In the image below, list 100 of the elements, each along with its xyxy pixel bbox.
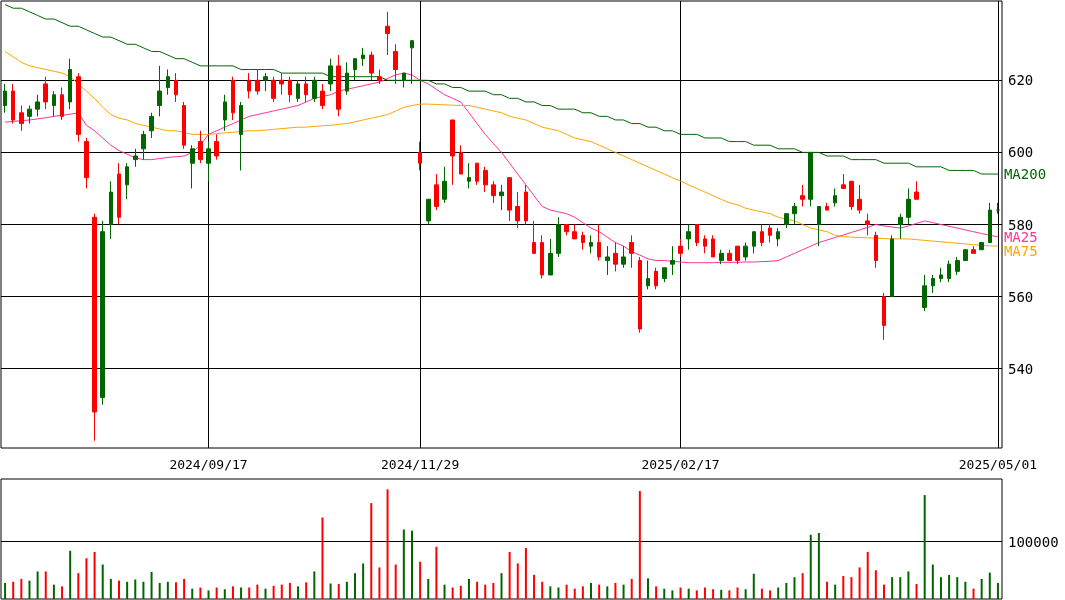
line-series <box>4 72 999 264</box>
candlestick <box>60 87 64 121</box>
bar <box>598 584 601 599</box>
candlestick <box>467 162 471 189</box>
bar <box>4 582 7 599</box>
bar <box>972 588 975 599</box>
bar <box>36 571 39 599</box>
candlestick <box>117 162 121 225</box>
candlestick <box>92 213 97 442</box>
candlestick <box>735 245 740 265</box>
bar <box>142 581 145 599</box>
bar <box>777 587 780 599</box>
bar <box>630 578 633 599</box>
candlestick <box>402 72 406 89</box>
bar <box>655 586 658 599</box>
bar <box>760 588 763 599</box>
candlestick <box>532 220 536 254</box>
candlestick <box>963 249 968 262</box>
bar <box>744 589 747 599</box>
candlestick <box>638 256 642 334</box>
bar <box>394 564 397 599</box>
bar <box>223 589 226 599</box>
candlestick <box>947 260 951 283</box>
candlestick <box>182 101 186 150</box>
candlestick <box>434 173 439 211</box>
bar <box>370 503 373 599</box>
candlestick <box>271 76 276 103</box>
candlestick <box>776 227 780 247</box>
candlestick <box>556 216 561 258</box>
bar <box>858 567 861 599</box>
bar <box>85 558 88 599</box>
candlestick <box>857 184 862 215</box>
bar <box>769 590 772 599</box>
candlestick <box>475 162 479 186</box>
candlestick <box>800 184 805 207</box>
candlestick <box>849 180 854 211</box>
bar <box>923 495 926 599</box>
bar <box>948 574 951 599</box>
bar <box>980 578 983 599</box>
candlestick <box>296 79 300 103</box>
candlestick <box>768 224 772 244</box>
candlestick <box>426 198 431 225</box>
candlestick <box>597 224 601 262</box>
bar <box>313 571 316 599</box>
bar <box>646 578 649 599</box>
bar <box>459 585 462 599</box>
bar <box>606 586 609 599</box>
candlestick <box>524 184 528 225</box>
candlestick <box>670 245 675 276</box>
candlestick <box>19 105 24 132</box>
candlestick <box>727 249 732 262</box>
candlestick <box>686 224 691 251</box>
bar <box>484 584 487 599</box>
candlestick <box>825 202 829 211</box>
x-tick-label: 2024/11/29 <box>380 457 460 472</box>
candlestick <box>52 90 56 117</box>
candlestick <box>320 83 325 110</box>
candlestick <box>515 191 520 229</box>
candlestick <box>206 141 211 182</box>
bar <box>565 584 568 599</box>
candlestick <box>35 94 40 117</box>
y-tick-label: 620 <box>1008 72 1034 89</box>
candlestick <box>605 245 610 276</box>
candlestick <box>27 105 32 125</box>
candlestick <box>288 76 292 103</box>
bar <box>199 587 202 599</box>
bar <box>834 584 837 599</box>
series-label: MA75 <box>1003 242 1038 259</box>
candlestick <box>223 94 227 132</box>
candlestick <box>564 224 569 236</box>
candlestick <box>841 173 846 189</box>
bar <box>850 577 853 599</box>
candlestick <box>646 260 650 290</box>
bar <box>191 588 194 599</box>
bar <box>28 580 31 599</box>
y-tick-label: 540 <box>1008 360 1034 377</box>
bar <box>362 563 365 599</box>
bar <box>109 578 112 599</box>
y-tick-label: 580 <box>1008 216 1034 233</box>
candlestick <box>3 83 7 114</box>
candlestick <box>174 72 178 103</box>
bar <box>557 587 560 599</box>
bar <box>695 590 698 599</box>
bar <box>752 573 755 599</box>
candlestick <box>817 205 821 247</box>
candlestick <box>979 242 984 251</box>
candlestick <box>11 83 15 125</box>
candlestick <box>971 245 976 254</box>
bar <box>931 564 934 599</box>
x-tick-label: 2025/02/17 <box>641 457 720 472</box>
bar <box>215 587 218 599</box>
candlestick <box>393 43 398 85</box>
candlestick <box>922 274 927 312</box>
bar <box>679 587 682 599</box>
bar <box>573 588 576 599</box>
candlestick <box>255 68 260 96</box>
bar <box>939 577 942 599</box>
bar <box>256 584 259 599</box>
bar <box>410 530 413 599</box>
candlestick <box>239 101 243 171</box>
